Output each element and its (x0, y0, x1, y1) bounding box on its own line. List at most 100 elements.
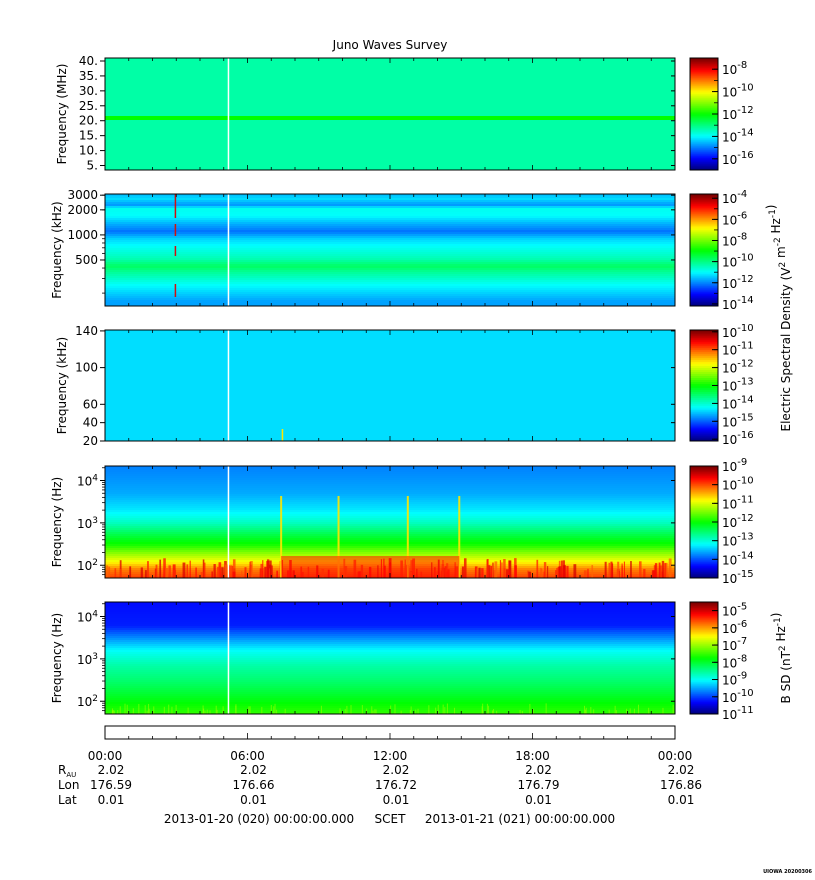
spectrogram-row (105, 542, 675, 545)
colorbar-cell (690, 198, 718, 201)
y-tick-label: 100 (75, 361, 98, 375)
spectrogram-row (105, 394, 675, 397)
colorbar-cell (690, 482, 718, 485)
colorbar-cell (690, 540, 718, 543)
emission-streak (155, 564, 158, 578)
time-label: 18:00 (515, 749, 550, 763)
spectrogram-row (105, 470, 675, 473)
spectrogram-row (105, 206, 675, 209)
emission-streak (111, 710, 113, 714)
colorbar-cell (690, 286, 718, 289)
colorbar-exponent: -15 (737, 569, 753, 580)
emission-streak (519, 709, 521, 714)
spectrogram-row (105, 224, 675, 227)
colorbar-cell (690, 421, 718, 424)
spectrogram-row (105, 104, 675, 107)
colorbar-cell (690, 112, 718, 115)
colorbar-cell (690, 425, 718, 428)
colorbar-cell (690, 532, 718, 535)
colorbar-cell (690, 560, 718, 563)
spectrogram-row (105, 474, 675, 477)
spectrogram-row (105, 682, 675, 685)
colorbar-label: 10-8 (722, 60, 747, 77)
emission-streak (496, 710, 498, 714)
emission-streak (390, 705, 392, 714)
spectrogram-row (105, 362, 675, 365)
colorbar-label: 10-9 (722, 457, 747, 474)
emission-streak (231, 565, 234, 578)
colorbar-cell (690, 606, 718, 609)
emission-streak (263, 568, 265, 578)
emission-streak (147, 561, 149, 578)
colorbar-cell (690, 134, 718, 137)
colorbar-cell (690, 250, 718, 253)
colorbar-cell (690, 415, 718, 418)
spectrogram-row (105, 616, 675, 619)
spectrogram-row (105, 648, 675, 651)
emission-streak (626, 708, 628, 714)
spectrogram-row (105, 246, 675, 249)
colorbar-label: 10-12 (722, 513, 754, 530)
colorbar-label: 10-10 (722, 688, 754, 705)
ephemeris-value: 176.79 (518, 778, 560, 792)
emission-streak (564, 565, 567, 578)
colorbar-cell (690, 76, 718, 79)
emission-streak (269, 560, 272, 578)
spectrogram-row (105, 400, 675, 403)
colorbar-cell (690, 712, 718, 715)
colorbar-cell (690, 710, 718, 713)
colorbar-cell (690, 284, 718, 287)
spectrogram-row (105, 84, 675, 87)
colorbar-frame (689, 601, 719, 715)
spectrogram-row (105, 694, 675, 697)
spectrogram-row (105, 142, 675, 145)
colorbar-cell (690, 341, 718, 345)
colorbar-cell (690, 226, 718, 229)
spectrogram-row (105, 138, 675, 141)
spectrogram-row (105, 526, 675, 529)
colorbar-cell (690, 504, 718, 507)
spectrogram-row (105, 420, 675, 423)
emission-streak (229, 565, 233, 578)
colorbar-label: 10-12 (722, 359, 754, 376)
spectrogram-row (105, 662, 675, 665)
spectrogram-row (105, 430, 675, 433)
burst-mark (337, 496, 340, 578)
emission-streak (558, 566, 562, 578)
emission-streak (494, 561, 498, 578)
colorbar-cell (690, 274, 718, 277)
emission-streak (232, 559, 236, 578)
colorbar-cell (690, 300, 718, 303)
spectrogram-row (105, 498, 675, 501)
colorbar-cell (690, 62, 718, 65)
spectrogram-row (105, 670, 675, 673)
colorbar-cell (690, 158, 718, 161)
ephemeris-value: 0.01 (240, 793, 267, 807)
colorbar-cell (690, 290, 718, 293)
emission-streak (248, 706, 250, 714)
spectrogram-row (105, 146, 675, 149)
colorbar-cell (690, 355, 718, 359)
spectrogram-row (105, 610, 675, 613)
spectrogram-row (105, 480, 675, 483)
y-tick-label: 5. (87, 159, 98, 173)
colorbar-cell (690, 96, 718, 99)
colorbar-cell (690, 294, 718, 297)
spectrogram-row (105, 704, 675, 707)
colorbar-exponent: -5 (737, 602, 747, 613)
spectrogram-row (105, 478, 675, 481)
colorbar-cell (690, 548, 718, 551)
y-tick-label: 102 (77, 694, 98, 709)
burst-mark (406, 496, 409, 578)
colorbar-exponent: -16 (737, 150, 753, 161)
colorbar-cell (690, 130, 718, 133)
colorbar-cell (690, 508, 718, 511)
emission-streak (241, 570, 243, 578)
colorbar-exponent: -10 (737, 253, 753, 264)
emission-streak (662, 707, 664, 714)
spectrogram-row (105, 358, 675, 361)
spectrogram-panels: 40.35.30.25.20.15.10.5. Frequency (MHz) 10… (50, 54, 793, 722)
colorbar-cell (690, 142, 718, 145)
colorbar-cell (690, 516, 718, 519)
